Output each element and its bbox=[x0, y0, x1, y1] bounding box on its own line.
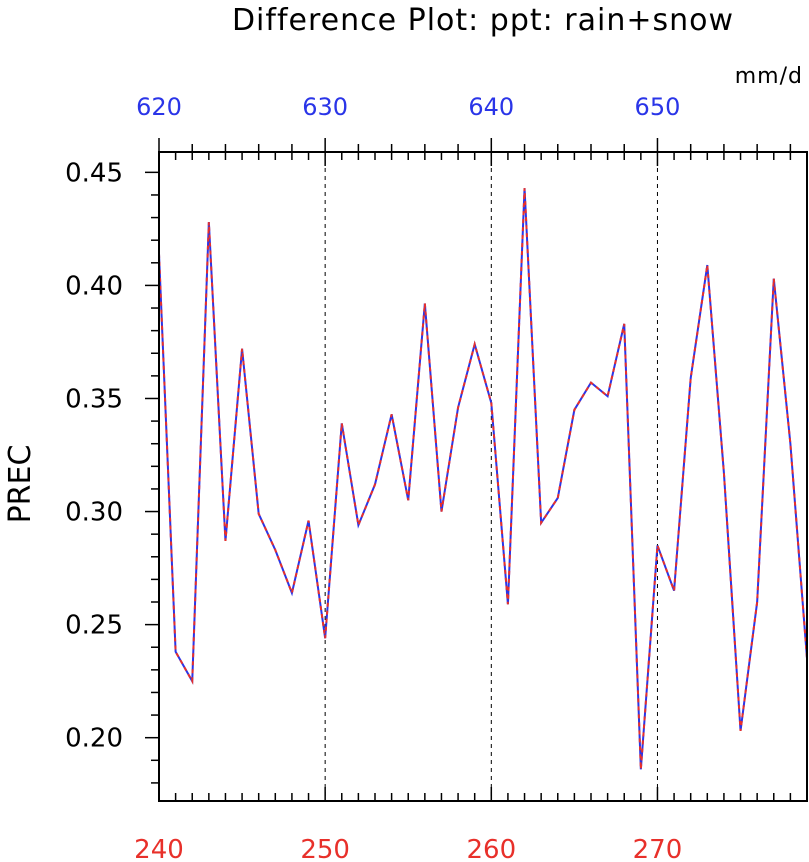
x-top-tick-label: 630 bbox=[302, 93, 348, 121]
units-label: mm/d bbox=[735, 64, 803, 89]
y-tick-label: 0.35 bbox=[65, 384, 123, 414]
vertical-gridlines bbox=[324, 152, 658, 801]
series-line-1 bbox=[158, 188, 808, 770]
chart-title: Difference Plot: ppt: rain+snow bbox=[232, 3, 734, 38]
axis-ticks bbox=[145, 138, 808, 801]
x-bottom-tick-label: 270 bbox=[633, 835, 683, 862]
y-tick-label: 0.25 bbox=[65, 611, 123, 641]
series-line-2 bbox=[158, 188, 808, 770]
x-top-tick-label: 620 bbox=[136, 93, 182, 121]
x-top-tick-label: 650 bbox=[635, 93, 681, 121]
x-bottom-tick-label: 240 bbox=[134, 835, 184, 862]
x-bottom-tick-label: 250 bbox=[300, 835, 350, 862]
plot-frame bbox=[158, 151, 808, 802]
y-tick-label: 0.45 bbox=[65, 158, 123, 188]
series-group bbox=[158, 188, 808, 770]
x-bottom-tick-label: 260 bbox=[466, 835, 516, 862]
y-axis-label: PREC bbox=[3, 445, 38, 524]
y-tick-label: 0.40 bbox=[65, 271, 123, 301]
x-top-tick-label: 640 bbox=[468, 93, 514, 121]
y-tick-label: 0.30 bbox=[65, 498, 123, 528]
tick-labels: 0.20 0.25 0.30 0.35 0.40 0.45 240 250 260 270 620 6… bbox=[65, 93, 682, 862]
y-tick-label: 0.20 bbox=[65, 724, 123, 754]
